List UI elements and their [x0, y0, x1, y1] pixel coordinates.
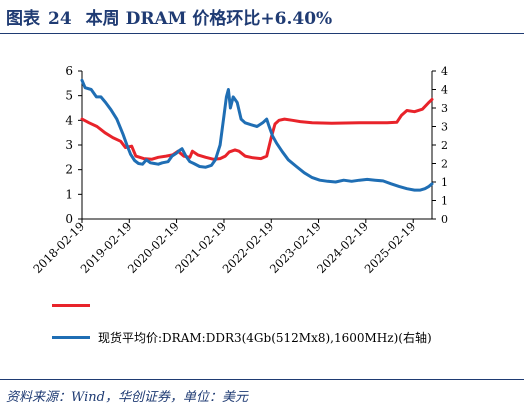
- source-divider: [0, 379, 524, 380]
- right-axis-tick-label: 1: [441, 195, 448, 208]
- right-axis-tick-label: 1: [441, 176, 448, 189]
- title-divider: [0, 33, 524, 34]
- right-axis-tick-label: 0: [441, 213, 448, 226]
- right-axis-ticks: 0 1 1 2 2 3 3 4 4: [432, 65, 448, 226]
- left-axis-tick-label: 1: [65, 187, 73, 201]
- left-axis-tick-label: 5: [65, 89, 73, 103]
- right-axis-tick-label: 4: [441, 65, 448, 78]
- chart-title: 本周 DRAM 价格环比+6.40%: [85, 9, 333, 29]
- left-axis-tick-label: 3: [65, 138, 73, 152]
- source-note: 资料来源：Wind，华创证券，单位：美元: [6, 390, 248, 405]
- series-lines: [80, 78, 434, 192]
- legend-swatch-red: [52, 304, 90, 307]
- series-line-red: [80, 97, 434, 161]
- figure-number: 24: [48, 9, 72, 29]
- left-axis-ticks: 0 1 2 3 4 5 6: [65, 64, 82, 226]
- left-axis-tick-label: 0: [65, 212, 73, 226]
- legend-swatch-blue: [52, 336, 90, 339]
- legend-item-blue: 现货平均价:DRAM:DDR3(4Gb(512Mx8),1600MHz)(右轴): [52, 329, 432, 346]
- chart-axes: [81, 71, 433, 220]
- right-axis-tick-label: 2: [441, 139, 448, 152]
- figure-label: 图表: [6, 9, 40, 29]
- figure-title: 图表 24 本周 DRAM 价格环比+6.40%: [6, 4, 332, 29]
- legend-label-blue: 现货平均价:DRAM:DDR3(4Gb(512Mx8),1600MHz)(右轴): [98, 331, 432, 345]
- right-axis-tick-label: 2: [441, 158, 448, 171]
- legend-item-red: [52, 304, 98, 307]
- right-axis-tick-label: 3: [441, 102, 448, 115]
- right-axis-tick-label: 4: [441, 84, 448, 97]
- chart: 0 1 2 3 4 5 6 0 1 1 2 2 3 3 4 4 2018-02-192019-02-1920…: [30, 64, 448, 276]
- left-axis-tick-label: 2: [65, 163, 73, 177]
- right-axis-tick-label: 3: [441, 121, 448, 134]
- left-axis-tick-label: 6: [65, 64, 73, 78]
- x-axis-tick-label: 2025-02-19: [362, 219, 419, 276]
- series-line-blue: [80, 78, 434, 192]
- left-axis-tick-label: 4: [65, 113, 73, 127]
- x-axis-ticks: 2018-02-192019-02-192020-02-192021-02-19…: [30, 219, 418, 276]
